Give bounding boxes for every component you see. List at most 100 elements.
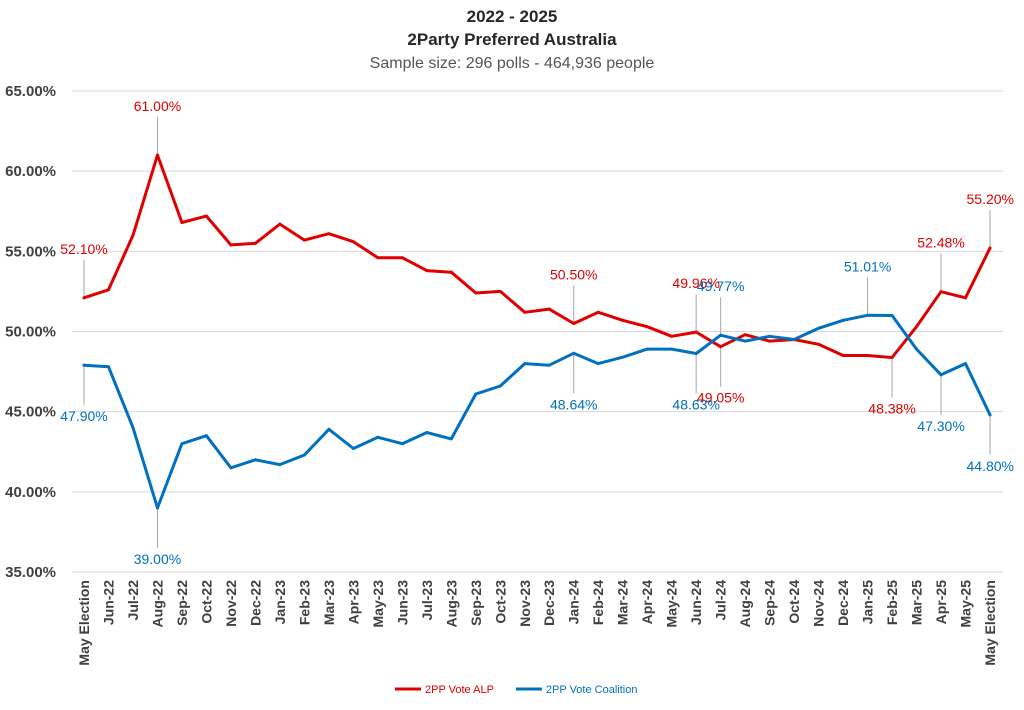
x-tick-label: Jul-23 [419, 580, 435, 621]
data-point [964, 362, 968, 366]
x-tick-label: Oct-22 [198, 580, 214, 624]
data-point [229, 243, 233, 247]
data-point [474, 392, 478, 396]
data-point [425, 431, 429, 435]
series-lines [82, 153, 992, 510]
data-point [817, 326, 821, 330]
data-point [719, 333, 723, 337]
data-point [155, 153, 159, 157]
data-point [376, 256, 380, 260]
y-axis: 35.00% 40.00% 45.00% 50.00% 55.00% 60.00% 65.0… [5, 83, 56, 581]
data-label: 44.80% [967, 458, 1014, 474]
x-tick-label: Feb-24 [590, 580, 606, 625]
x-tick-label: Jun-23 [394, 580, 410, 625]
chart-subtitle-2: Sample size: 296 polls - 464,936 people [370, 55, 655, 72]
data-point [645, 347, 649, 351]
data-point [253, 241, 257, 245]
data-point [425, 269, 429, 273]
data-label: 52.48% [917, 235, 964, 251]
data-point [400, 442, 404, 446]
x-tick-label: Aug-24 [737, 580, 753, 628]
x-tick-label: May-24 [664, 580, 680, 628]
data-label: 47.30% [917, 418, 964, 434]
x-tick-label: Jan-25 [860, 580, 876, 625]
x-tick-label: Apr-25 [933, 580, 949, 625]
data-point [572, 351, 576, 355]
x-tick-label: Dec-23 [541, 580, 557, 626]
data-point [131, 233, 135, 237]
data-point [694, 330, 698, 334]
y-tick-label: 55.00% [5, 243, 56, 260]
y-tick-label: 60.00% [5, 163, 56, 180]
data-point [498, 384, 502, 388]
x-tick-label: Oct-23 [492, 580, 508, 624]
data-label: 52.10% [60, 241, 107, 257]
data-point [866, 354, 870, 358]
data-point [596, 362, 600, 366]
data-point [180, 442, 184, 446]
data-point [866, 313, 870, 317]
x-tick-label: Apr-24 [639, 580, 655, 625]
data-point [596, 310, 600, 314]
y-tick-label: 50.00% [5, 324, 56, 341]
data-label: 49.77% [697, 278, 744, 294]
x-tick-label: Feb-23 [296, 580, 312, 625]
x-tick-label: Mar-24 [615, 580, 631, 625]
series-line-0 [82, 153, 992, 359]
data-labels: 52.10% 61.00% 50.50% 49.96% 49.05% 48.38% 52.4… [60, 98, 1014, 567]
data-point [106, 365, 110, 369]
chart-title: 2022 - 2025 [467, 7, 558, 26]
data-point [523, 362, 527, 366]
data-point [645, 325, 649, 329]
x-tick-label: Mar-25 [909, 580, 925, 625]
data-point [939, 373, 943, 377]
data-point [670, 334, 674, 338]
data-point [131, 426, 135, 430]
data-point [204, 214, 208, 218]
data-point [523, 310, 527, 314]
data-point [327, 232, 331, 236]
x-tick-label: Sep-23 [468, 580, 484, 626]
x-tick-label: Aug-23 [443, 580, 459, 628]
data-point [229, 466, 233, 470]
legend-label-0: 2PP Vote ALP [425, 684, 494, 696]
data-label: 48.63% [672, 396, 719, 412]
data-point [155, 506, 159, 510]
x-tick-label: May-25 [958, 580, 974, 628]
data-point [890, 313, 894, 317]
data-point [253, 458, 257, 462]
x-tick-label: Aug-22 [149, 580, 165, 628]
data-label: 49.05% [697, 390, 744, 406]
x-tick-label: Nov-22 [223, 580, 239, 627]
data-point [449, 437, 453, 441]
data-point [621, 318, 625, 322]
data-point [204, 434, 208, 438]
x-tick-label: Jun-24 [688, 580, 704, 625]
data-point [376, 435, 380, 439]
data-point [82, 296, 86, 300]
x-tick-label: Jul-22 [125, 580, 141, 621]
data-point [939, 290, 943, 294]
data-point [351, 447, 355, 451]
x-tick-label: Apr-23 [345, 580, 361, 625]
data-point [817, 342, 821, 346]
x-tick-label: Oct-24 [786, 580, 802, 624]
chart-subtitle-1: 2Party Preferred Australia [407, 30, 617, 49]
x-tick-label: Jul-24 [713, 580, 729, 621]
data-point [400, 256, 404, 260]
data-point [547, 307, 551, 311]
data-point [351, 240, 355, 244]
data-point [82, 363, 86, 367]
data-point [743, 339, 747, 343]
x-tick-label: May Election [76, 580, 92, 666]
legend-label-1: 2PP Vote Coalition [546, 684, 638, 696]
x-tick-label: Sep-24 [762, 580, 778, 626]
data-point [572, 321, 576, 325]
data-point [547, 363, 551, 367]
data-point [915, 347, 919, 351]
data-point [621, 355, 625, 359]
data-point [792, 338, 796, 342]
data-point [743, 333, 747, 337]
